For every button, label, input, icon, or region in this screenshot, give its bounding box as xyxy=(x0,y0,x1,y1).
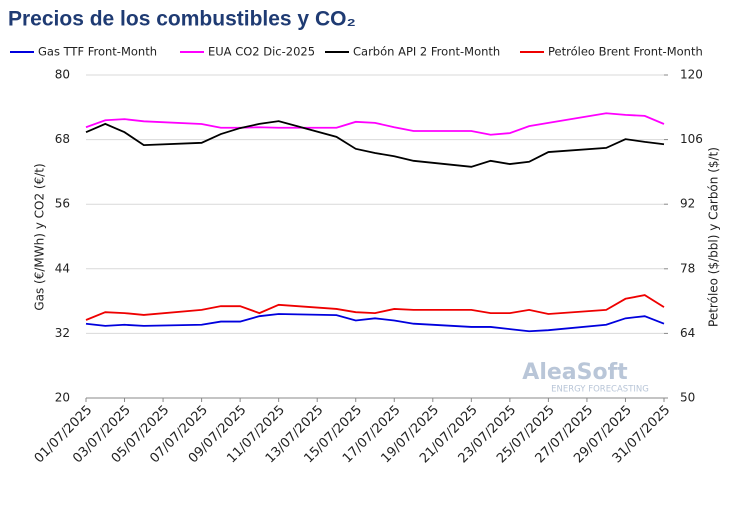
y2-axis-label: Petróleo ($/bbl) y Carbón ($/t) xyxy=(707,147,721,327)
y-tick-label: 68 xyxy=(55,132,70,146)
chart-title: Precios de los combustibles y CO₂ xyxy=(8,8,356,31)
series-line xyxy=(85,112,665,136)
y-tick-label: 44 xyxy=(55,261,70,275)
legend-label: Petróleo Brent Front-Month xyxy=(548,45,703,59)
y2-tick-label: 120 xyxy=(680,68,703,82)
series-line xyxy=(85,294,665,321)
y-tick-label: 32 xyxy=(55,326,70,340)
legend-label: EUA CO2 Dic-2025 xyxy=(208,45,315,59)
legend-label: Carbón API 2 Front-Month xyxy=(353,45,500,59)
y-tick-label: 56 xyxy=(55,197,70,211)
y-tick-label: 80 xyxy=(55,68,70,82)
series-line xyxy=(85,120,665,168)
y-tick-label: 20 xyxy=(55,391,70,405)
watermark: ENERGY FORECASTING xyxy=(551,385,649,395)
y2-tick-label: 64 xyxy=(680,326,695,340)
y-axis-label: Gas (€/MWh) y CO2 (€/t) xyxy=(33,163,47,310)
legend-label: Gas TTF Front-Month xyxy=(38,45,157,59)
y2-tick-label: 78 xyxy=(680,261,695,275)
y2-tick-label: 50 xyxy=(680,391,695,405)
y2-tick-label: 106 xyxy=(680,132,703,146)
series-line xyxy=(85,313,665,333)
y2-tick-label: 92 xyxy=(680,197,695,211)
watermark: AleaSoft xyxy=(522,360,628,385)
